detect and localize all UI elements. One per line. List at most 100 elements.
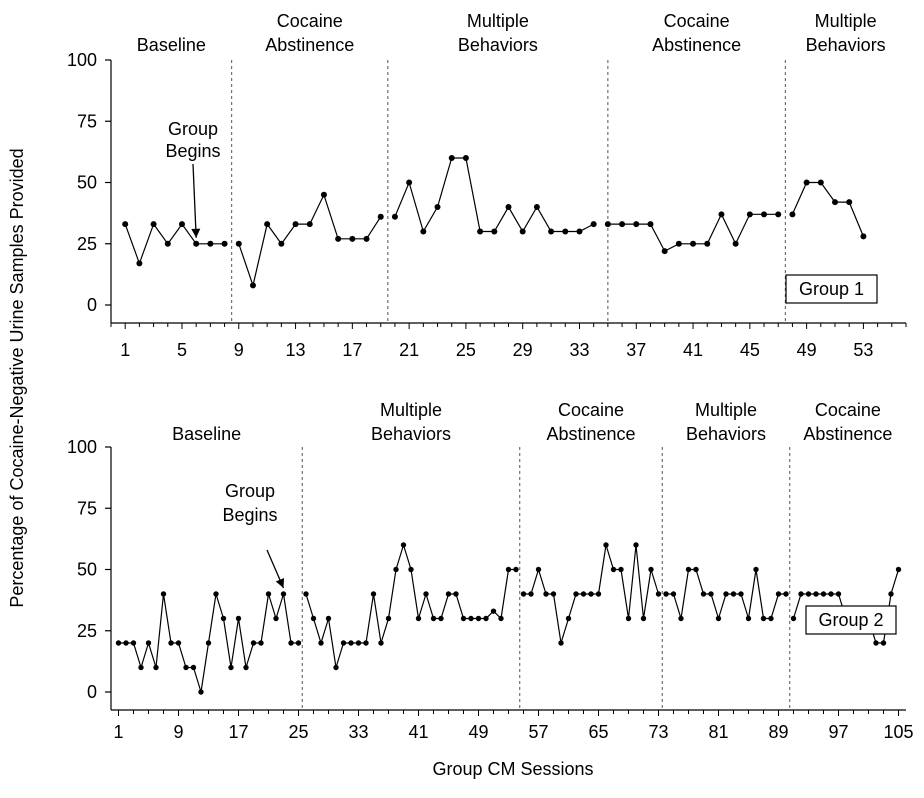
x-tick-label: 1	[120, 340, 130, 360]
data-point	[235, 240, 242, 247]
data-point	[438, 615, 444, 622]
data-point	[145, 640, 152, 646]
x-tick-label: 49	[468, 722, 488, 742]
data-point	[136, 260, 143, 267]
phase-label: Abstinence	[652, 35, 741, 55]
data-point	[160, 591, 167, 597]
x-tick-label: 57	[528, 722, 548, 742]
data-point	[391, 213, 398, 220]
data-point	[423, 591, 429, 597]
data-point	[183, 664, 189, 671]
data-point	[580, 591, 587, 597]
data-point	[888, 591, 894, 597]
data-point	[198, 689, 204, 695]
data-point	[385, 615, 392, 622]
data-point	[221, 240, 228, 247]
annotation-arrowhead	[275, 577, 285, 588]
data-point	[468, 615, 474, 622]
data-point	[122, 221, 129, 228]
data-point	[590, 221, 597, 228]
legend-label: Group 2	[818, 610, 883, 630]
x-tick-label: 17	[228, 722, 248, 742]
y-tick-label: 50	[77, 173, 97, 193]
data-point	[505, 566, 512, 573]
data-point	[817, 179, 824, 186]
data-point	[445, 591, 452, 597]
data-point	[490, 608, 497, 614]
y-tick-label: 100	[67, 437, 97, 457]
data-point	[280, 591, 287, 597]
data-point	[348, 640, 354, 646]
x-tick-label: 25	[456, 340, 476, 360]
data-point	[832, 199, 839, 206]
data-point	[700, 591, 707, 597]
phase-label: Cocaine	[815, 400, 881, 420]
data-point	[846, 199, 853, 206]
data-point	[250, 640, 257, 646]
data-point	[306, 221, 313, 228]
data-point	[718, 211, 725, 218]
data-point	[513, 566, 519, 573]
data-point	[647, 221, 654, 228]
data-point	[873, 640, 879, 646]
data-point	[768, 615, 774, 622]
y-tick-label: 100	[67, 50, 97, 70]
annotation-arrowhead	[191, 228, 201, 238]
data-point	[460, 615, 467, 622]
x-tick-label: 81	[708, 722, 728, 742]
data-point	[562, 228, 569, 235]
x-tick-label: 53	[853, 340, 873, 360]
data-point	[670, 591, 677, 597]
data-point	[320, 191, 327, 198]
data-point	[164, 240, 171, 247]
data-point	[678, 615, 684, 622]
data-point	[340, 640, 347, 646]
data-point	[633, 221, 640, 228]
data-point	[619, 221, 626, 228]
x-tick-label: 5	[177, 340, 187, 360]
series-line	[305, 542, 516, 668]
data-point	[761, 211, 768, 218]
x-tick-label: 21	[399, 340, 419, 360]
data-point	[498, 615, 504, 622]
x-tick-label: 9	[173, 722, 183, 742]
series-line	[394, 157, 594, 234]
data-point	[715, 615, 722, 622]
data-point	[798, 591, 804, 597]
data-point	[675, 240, 682, 247]
data-point	[685, 566, 692, 573]
y-tick-label: 25	[77, 621, 97, 641]
data-point	[168, 640, 174, 646]
x-tick-label: 41	[408, 722, 428, 742]
data-point	[565, 615, 572, 622]
data-point	[378, 640, 384, 646]
phase-label: Cocaine	[664, 11, 730, 31]
data-point	[325, 615, 332, 622]
data-point	[303, 591, 309, 597]
x-axis-label: Group CM Sessions	[432, 759, 593, 779]
phase-label: Abstinence	[265, 35, 354, 55]
x-tick-label: 13	[286, 340, 306, 360]
x-tick-label: 89	[768, 722, 788, 742]
data-point	[745, 615, 752, 622]
annotation-label: Group	[168, 119, 218, 139]
series-line	[238, 193, 382, 288]
data-point	[655, 591, 662, 597]
data-point	[753, 566, 759, 573]
data-point	[349, 235, 356, 242]
phase-label: Behaviors	[686, 424, 766, 444]
phase-label: Multiple	[815, 11, 877, 31]
data-point	[278, 240, 285, 247]
data-point	[477, 228, 484, 235]
data-point	[264, 221, 271, 228]
x-tick-label: 97	[828, 722, 848, 742]
phase-label: Abstinence	[803, 424, 892, 444]
data-point	[520, 591, 527, 597]
phase-label: Abstinence	[546, 424, 635, 444]
data-point	[453, 591, 459, 597]
data-point	[288, 640, 294, 646]
legend-box	[805, 605, 897, 635]
x-tick-label: 33	[348, 722, 368, 742]
data-point	[789, 211, 796, 218]
annotation-label: Begins	[222, 505, 277, 525]
